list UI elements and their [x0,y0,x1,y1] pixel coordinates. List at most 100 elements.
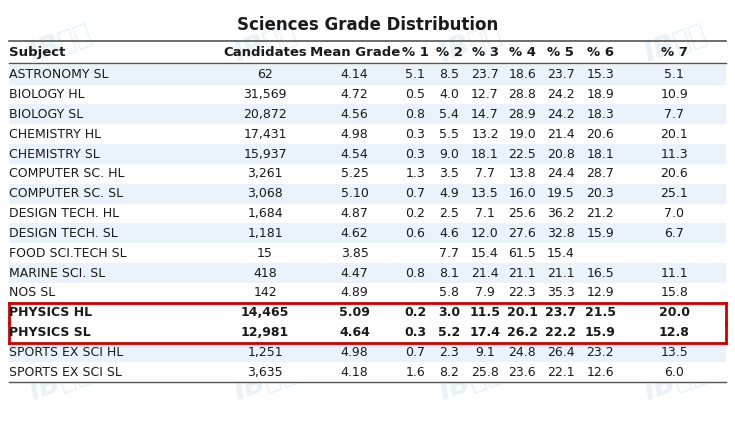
Text: 7.7: 7.7 [439,247,459,260]
Text: 36.2: 36.2 [547,207,575,220]
Text: 0.2: 0.2 [404,306,426,319]
Text: 0.8: 0.8 [405,266,425,280]
Text: 4.47: 4.47 [341,266,368,280]
Text: 14,465: 14,465 [241,306,289,319]
Text: 7.0: 7.0 [664,207,684,220]
Text: 3,261: 3,261 [247,167,283,180]
Text: 5.4: 5.4 [440,108,459,121]
Text: DESIGN TECH. SL: DESIGN TECH. SL [9,227,118,240]
Text: 28.8: 28.8 [509,88,537,101]
Bar [9,343,726,363]
Text: Sciences Grade Distribution: Sciences Grade Distribution [237,16,498,34]
Text: 0.3: 0.3 [405,128,425,141]
Text: 18.3: 18.3 [587,108,614,121]
Text: 1,684: 1,684 [247,207,283,220]
Bar [9,184,726,204]
Text: IB物理: IB物理 [640,188,710,237]
Bar [9,105,726,124]
Text: SPORTS EX SCI SL: SPORTS EX SCI SL [9,366,121,379]
Text: 28.9: 28.9 [509,108,537,121]
Text: 1.3: 1.3 [405,167,425,180]
Text: 16.0: 16.0 [509,187,537,200]
Text: IB物理: IB物理 [640,20,710,68]
Text: 23.7: 23.7 [471,68,499,81]
Bar [9,263,726,283]
Text: SPORTS EX SCI HL: SPORTS EX SCI HL [9,346,123,359]
Text: 5.1: 5.1 [405,68,425,81]
Text: 12.6: 12.6 [587,366,614,379]
Text: 4.98: 4.98 [341,346,368,359]
Text: 5.5: 5.5 [439,128,459,141]
Text: 13.5: 13.5 [471,187,499,200]
Text: 19.0: 19.0 [509,128,537,141]
Text: 6.0: 6.0 [664,366,684,379]
Text: IB物理: IB物理 [230,357,300,405]
Text: DESIGN TECH. HL: DESIGN TECH. HL [9,207,119,220]
Bar [9,283,726,303]
Bar [9,363,726,382]
Text: IB物理: IB物理 [640,357,710,405]
Bar [9,144,726,164]
Text: CHEMISTRY SL: CHEMISTRY SL [9,147,99,161]
Text: 2.5: 2.5 [440,207,459,220]
Text: 0.2: 0.2 [405,207,425,220]
Text: COMPUTER SC. SL: COMPUTER SC. SL [9,187,123,200]
Text: 12.9: 12.9 [587,286,614,300]
Text: 20,872: 20,872 [243,108,287,121]
Text: 24.4: 24.4 [547,167,575,180]
Text: 20.0: 20.0 [659,306,690,319]
Text: 15.8: 15.8 [660,286,688,300]
Text: 142: 142 [253,286,277,300]
Text: 11.3: 11.3 [661,147,688,161]
Text: BIOLOGY SL: BIOLOGY SL [9,108,83,121]
Text: 9.0: 9.0 [440,147,459,161]
Text: 4.56: 4.56 [341,108,368,121]
Text: % 5: % 5 [548,46,574,59]
Text: IB物理: IB物理 [640,273,710,321]
Text: 7.7: 7.7 [664,108,684,121]
Text: 0.7: 0.7 [405,187,425,200]
Text: 20.8: 20.8 [547,147,575,161]
Text: 13.2: 13.2 [471,128,499,141]
Bar [9,65,726,85]
Text: 15.3: 15.3 [587,68,614,81]
Text: 17.4: 17.4 [470,326,501,339]
Text: 13.8: 13.8 [509,167,537,180]
Text: 4.72: 4.72 [341,88,368,101]
Text: Subject: Subject [9,46,65,59]
Text: 6.7: 6.7 [664,227,684,240]
Text: 28.7: 28.7 [587,167,614,180]
Text: 4.64: 4.64 [340,326,370,339]
Text: 15: 15 [257,247,273,260]
Text: 11.1: 11.1 [661,266,688,280]
Text: 12.8: 12.8 [659,326,689,339]
Text: 19.5: 19.5 [547,187,575,200]
Text: ASTRONOMY SL: ASTRONOMY SL [9,68,108,81]
Text: 1,181: 1,181 [247,227,283,240]
Text: 26.2: 26.2 [507,326,538,339]
Text: 3.5: 3.5 [440,167,459,180]
Text: 25.1: 25.1 [661,187,688,200]
Text: 10.9: 10.9 [661,88,688,101]
Text: IB物理: IB物理 [435,20,505,68]
Text: PHYSICS SL: PHYSICS SL [9,326,90,339]
Text: 20.6: 20.6 [587,128,614,141]
Bar [9,124,726,144]
Text: 4.54: 4.54 [341,147,368,161]
Text: 12.0: 12.0 [471,227,499,240]
Text: 25.8: 25.8 [471,366,499,379]
Text: 18.1: 18.1 [471,147,499,161]
Text: 20.1: 20.1 [507,306,538,319]
Text: 21.2: 21.2 [587,207,614,220]
Text: Mean Grade: Mean Grade [309,46,400,59]
Text: 20.6: 20.6 [661,167,688,180]
Text: 4.89: 4.89 [341,286,368,300]
Text: 8.1: 8.1 [440,266,459,280]
Text: 8.5: 8.5 [439,68,459,81]
Text: IB物理: IB物理 [435,104,505,152]
Text: 5.25: 5.25 [341,167,369,180]
Text: 18.6: 18.6 [509,68,537,81]
Bar [9,85,726,105]
Text: 0.3: 0.3 [404,326,426,339]
Text: 4.0: 4.0 [440,88,459,101]
